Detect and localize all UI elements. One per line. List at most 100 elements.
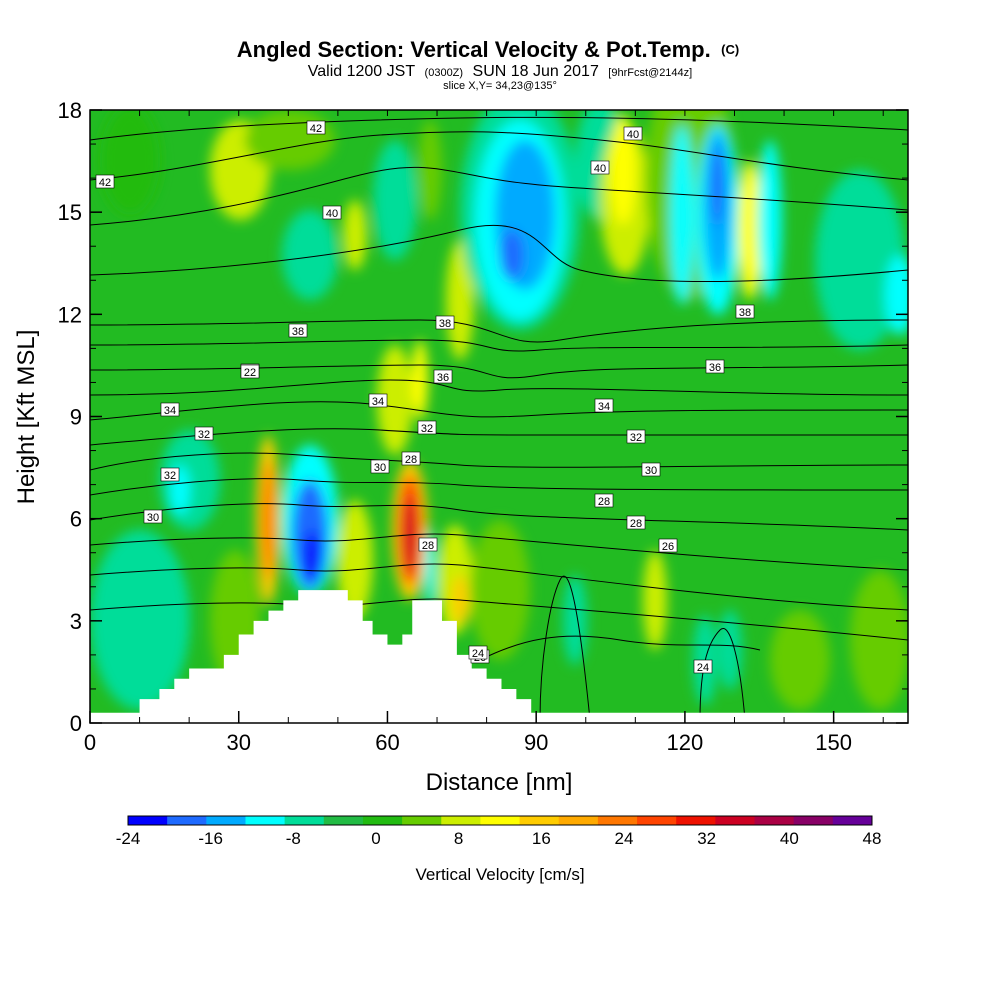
svg-text:26: 26: [662, 541, 674, 553]
svg-text:Angled Section: Vertical Veloc: Angled Section: Vertical Velocity & Pot.…: [237, 37, 739, 62]
colorbar-swatch: [167, 816, 207, 825]
svg-text:32: 32: [198, 429, 210, 441]
svg-text:40: 40: [326, 208, 338, 220]
x-tick-label: 0: [84, 730, 96, 755]
y-tick-label: 3: [70, 609, 82, 634]
contour-label: 32: [194, 426, 214, 441]
colorbar-swatch: [676, 816, 716, 825]
colorbar-label: Vertical Velocity [cm/s]: [415, 865, 584, 884]
svg-text:30: 30: [645, 465, 657, 477]
svg-text:28: 28: [405, 454, 417, 466]
contour-label: 32: [417, 420, 437, 435]
colorbar-ticks: -24 -16 -8 0 8 16 24 32 40 48: [116, 829, 882, 848]
terrain: [90, 590, 908, 723]
colorbar-tick-label: -24: [116, 829, 141, 848]
svg-text:38: 38: [739, 307, 751, 319]
colorbar-swatch: [832, 816, 873, 825]
contour-label: 36: [433, 369, 453, 384]
colorbar-swatch: [597, 816, 638, 825]
y-tick-label: 6: [70, 507, 82, 532]
svg-text:28: 28: [598, 496, 610, 508]
valid-time: Valid 1200 JST: [308, 63, 416, 80]
contour-label: 28: [418, 537, 438, 552]
y-tick-label: 9: [70, 405, 82, 430]
svg-text:40: 40: [627, 129, 639, 141]
contour-label: 42: [95, 174, 115, 189]
x-axis-label: Distance [nm]: [426, 769, 573, 796]
vertical-velocity-field: [90, 110, 908, 723]
contour-label: 42: [306, 120, 326, 135]
colorbar-tick-label: 40: [780, 829, 799, 848]
svg-text:24: 24: [472, 648, 484, 660]
svg-text:36: 36: [437, 372, 449, 384]
colorbar-tick-label: -16: [198, 829, 223, 848]
contour-label: 28: [626, 515, 646, 530]
svg-text:24: 24: [697, 662, 709, 674]
svg-text:34: 34: [598, 401, 610, 413]
pot-temp-contours: [90, 116, 908, 721]
svg-text:32: 32: [630, 432, 642, 444]
svg-text:30: 30: [374, 462, 386, 474]
contour-label: 26: [658, 538, 678, 553]
colorbar-tick-label: 24: [615, 829, 634, 848]
colorbar-tick-label: 32: [697, 829, 716, 848]
contour-label: 36: [705, 359, 725, 374]
svg-text:36: 36: [709, 362, 721, 374]
svg-text:38: 38: [292, 326, 304, 338]
contour-label: 30: [143, 509, 163, 524]
svg-text:40: 40: [594, 163, 606, 175]
contour-label: 24: [468, 645, 488, 660]
contour-label: 38: [435, 315, 455, 330]
contour-label: 32: [626, 429, 646, 444]
x-tick-label: 120: [667, 730, 704, 755]
svg-text:42: 42: [99, 177, 111, 189]
utc-time: (0300Z): [425, 67, 464, 79]
contour-label: 30: [370, 459, 390, 474]
colorbar-swatch: [128, 816, 168, 825]
contour-label: 32: [160, 467, 180, 482]
svg-text:28: 28: [630, 518, 642, 530]
colorbar-swatch: [362, 816, 403, 825]
colorbar-swatch: [754, 816, 795, 825]
contour-label: 24: [693, 659, 713, 674]
colorbar-tick-label: 16: [532, 829, 551, 848]
contour-label: 40: [322, 205, 342, 220]
colorbar-swatch: [637, 816, 677, 825]
y-tick-label: 0: [70, 711, 82, 736]
y-axis-label: Height [Kft MSL]: [13, 330, 40, 505]
svg-text:34: 34: [372, 396, 384, 408]
svg-text:38: 38: [439, 318, 451, 330]
svg-text:30: 30: [147, 512, 159, 524]
y-tick-label: 18: [58, 98, 82, 123]
colorbar-swatch: [245, 816, 286, 825]
forecast-info: [9hrFcst@2144z]: [608, 67, 692, 79]
contour-label: 28: [594, 493, 614, 508]
contour-label: 38: [735, 304, 755, 319]
contour-label: 22: [240, 364, 260, 379]
colorbar-tick-label: 8: [454, 829, 463, 848]
colorbar-swatch: [793, 816, 834, 825]
colorbar-swatch: [480, 816, 521, 825]
contour-labels: 4242404040383838363636343434323232323030…: [95, 120, 755, 674]
colorbar-frame: [127, 815, 873, 826]
colorbar-swatch: [715, 816, 756, 825]
x-tick-label: 90: [524, 730, 548, 755]
slice-info: slice X,Y= 34,23@135°: [443, 80, 557, 92]
svg-text:34: 34: [164, 405, 176, 417]
y-tick-label: 12: [58, 302, 82, 327]
colorbar-swatch: [519, 816, 560, 825]
svg-text:Valid 1200 JST (0300Z): Valid 1200 JST (0300Z) SUN 18 Jun 2017 […: [308, 63, 692, 80]
title-mark: (C): [721, 42, 739, 57]
contour-label: 34: [594, 398, 614, 413]
contour-label: 34: [160, 402, 180, 417]
svg-text:28: 28: [422, 540, 434, 552]
colorbar-swatch: [206, 816, 246, 825]
y-tick-label: 15: [58, 200, 82, 225]
colorbar-swatch: [441, 816, 481, 825]
colorbar-swatch: [402, 816, 442, 825]
contour-label: 40: [623, 126, 643, 141]
x-tick-label: 60: [375, 730, 399, 755]
contour-label: 40: [590, 160, 610, 175]
contour-label: 34: [368, 393, 388, 408]
